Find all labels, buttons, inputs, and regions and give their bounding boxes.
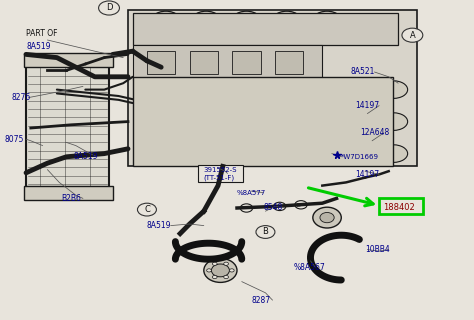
Ellipse shape xyxy=(204,259,237,282)
Ellipse shape xyxy=(148,11,183,40)
Text: 8A519: 8A519 xyxy=(26,42,51,51)
Text: 8548: 8548 xyxy=(263,203,283,212)
Bar xyxy=(232,51,261,74)
Text: PART OF: PART OF xyxy=(26,29,57,38)
Ellipse shape xyxy=(379,81,408,99)
Bar xyxy=(147,51,175,74)
Text: C: C xyxy=(144,205,150,214)
Circle shape xyxy=(207,269,211,272)
Text: 391552-S: 391552-S xyxy=(204,167,237,172)
Text: (TT-51-F): (TT-51-F) xyxy=(204,174,235,181)
Ellipse shape xyxy=(379,113,408,131)
Text: %8A577: %8A577 xyxy=(237,190,266,196)
Text: 14197: 14197 xyxy=(356,101,380,110)
Circle shape xyxy=(256,226,275,238)
Circle shape xyxy=(229,269,234,272)
Ellipse shape xyxy=(309,11,345,40)
Ellipse shape xyxy=(211,264,229,277)
Bar xyxy=(198,165,243,182)
Text: 8A519: 8A519 xyxy=(147,221,172,230)
Circle shape xyxy=(212,262,217,265)
Text: D: D xyxy=(106,4,112,12)
Bar xyxy=(24,186,113,200)
Bar xyxy=(379,198,423,214)
Text: B: B xyxy=(263,228,268,236)
Bar xyxy=(133,77,393,166)
Text: B2B6: B2B6 xyxy=(62,194,82,203)
Ellipse shape xyxy=(188,11,224,40)
Ellipse shape xyxy=(320,212,334,223)
Text: 8A519: 8A519 xyxy=(73,152,98,161)
Ellipse shape xyxy=(379,145,408,163)
Text: 8A521: 8A521 xyxy=(351,68,375,76)
Circle shape xyxy=(212,276,217,279)
Ellipse shape xyxy=(269,11,304,40)
Bar xyxy=(133,45,322,80)
Text: A: A xyxy=(410,31,415,40)
Text: 8287: 8287 xyxy=(251,296,270,305)
Ellipse shape xyxy=(228,11,264,40)
Text: 188402: 188402 xyxy=(383,203,415,212)
Bar xyxy=(190,51,218,74)
Circle shape xyxy=(99,1,119,15)
Circle shape xyxy=(137,203,156,216)
Ellipse shape xyxy=(313,207,341,228)
Bar xyxy=(26,66,109,187)
Text: 10BB4: 10BB4 xyxy=(365,245,390,254)
Bar xyxy=(24,53,113,67)
Bar xyxy=(133,13,398,45)
Text: 12A648: 12A648 xyxy=(360,128,390,137)
Circle shape xyxy=(224,262,228,265)
Text: 8075: 8075 xyxy=(5,135,24,144)
Circle shape xyxy=(224,276,228,279)
Bar xyxy=(128,10,417,166)
Text: 8276: 8276 xyxy=(12,93,31,102)
Bar xyxy=(275,51,303,74)
Circle shape xyxy=(402,28,423,42)
Text: %8A567: %8A567 xyxy=(294,263,326,272)
Text: *W7D1669: *W7D1669 xyxy=(341,154,379,160)
Text: 14197: 14197 xyxy=(356,170,380,179)
